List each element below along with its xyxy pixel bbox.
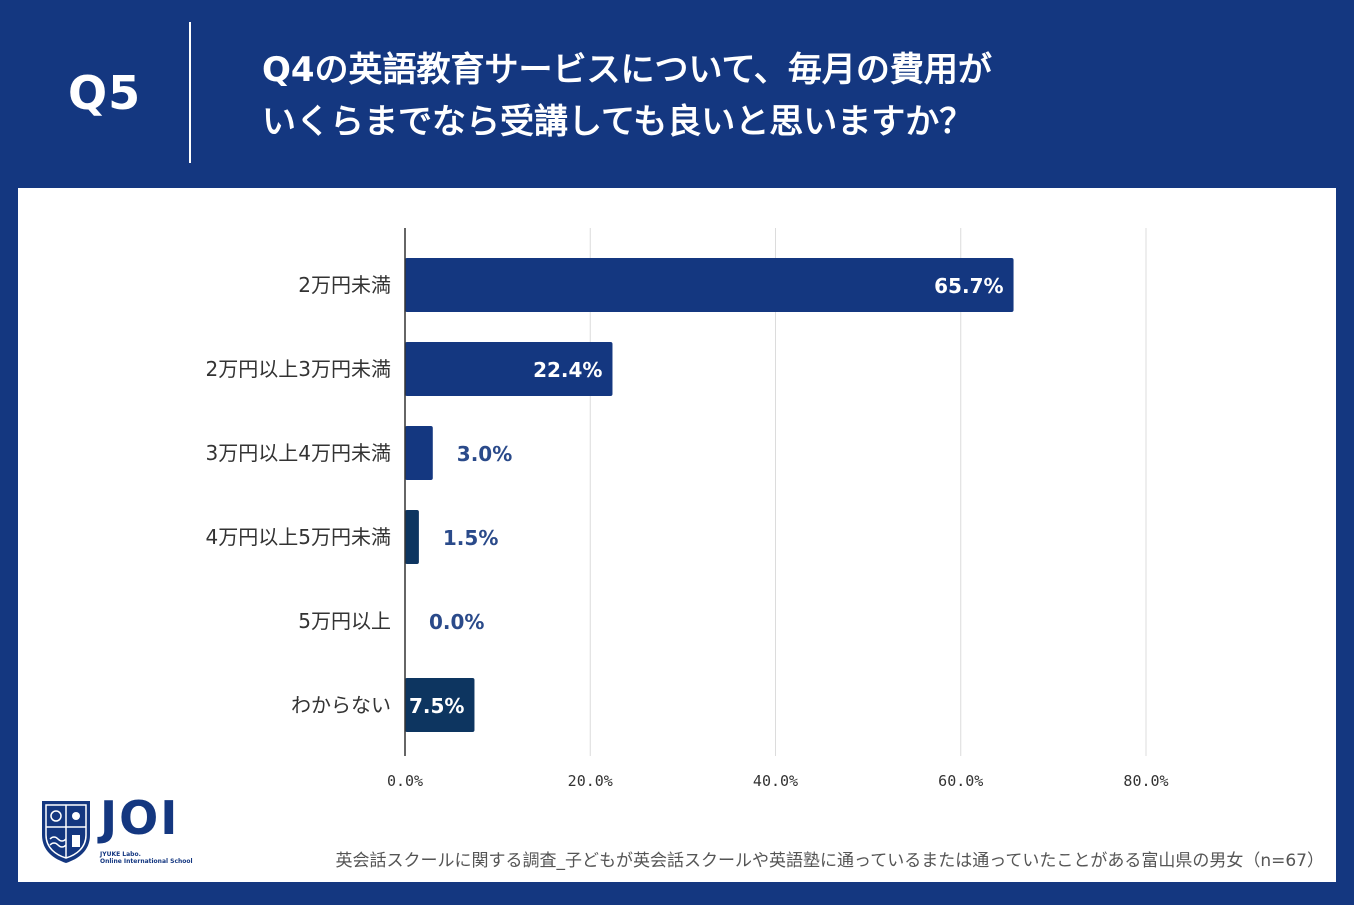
category-label: わからない <box>291 693 391 717</box>
bar-2 <box>405 426 433 480</box>
category-label: 2万円以上3万円未満 <box>206 357 391 381</box>
bar-1 <box>405 342 613 396</box>
logo-name: JOI <box>100 791 180 845</box>
question-line-2: いくらまでなら受講しても良いと思いますか？ <box>262 102 974 142</box>
data-label: 3.0% <box>457 442 512 466</box>
x-tick-label: 20.0% <box>568 772 613 788</box>
data-label: 0.0% <box>429 610 484 634</box>
footnote: 英会話スクールに関する調査_子どもが英会話スクールや英語塾に通っているまたは通っ… <box>335 851 1324 871</box>
shield-emblem-icon <box>42 801 90 863</box>
data-label: 22.4% <box>533 358 602 382</box>
header-divider <box>189 22 191 163</box>
chart-panel: 0.0% 20.0% 40.0% 60.0% 80.0% 2万円未満 65.7% 2万円以上3… <box>18 188 1336 882</box>
data-label: 1.5% <box>443 526 498 550</box>
category-label: 2万円未満 <box>298 273 391 297</box>
x-tick-label: 60.0% <box>938 772 983 788</box>
x-tick-label: 80.0% <box>1123 772 1168 788</box>
logo-subtitle-2: Online International School <box>100 858 193 865</box>
category-label: 5万円以上 <box>298 609 391 633</box>
question-line-1: Q4の英語教育サービスについて、毎月の費用が <box>262 50 992 90</box>
bar-0 <box>405 258 1014 312</box>
question-text: Q4の英語教育サービスについて、毎月の費用が いくらまでなら受講しても良いと思い… <box>262 44 1322 148</box>
category-label: 4万円以上5万円未満 <box>206 525 391 549</box>
x-tick-label: 0.0% <box>387 772 423 788</box>
bar-3 <box>405 510 419 564</box>
data-label: 65.7% <box>934 274 1003 298</box>
bar-chart: 0.0% 20.0% 40.0% 60.0% 80.0% 2万円未満 65.7% 2万円以上3… <box>206 228 1169 788</box>
logo-subtitle-1: JYUKE Labo. <box>100 851 141 858</box>
category-label: 3万円以上4万円未満 <box>206 441 391 465</box>
logo: JOI JYUKE Labo. Online International Sch… <box>38 791 208 869</box>
bar-5 <box>405 678 475 732</box>
question-number: Q5 <box>68 66 142 120</box>
x-tick-label: 40.0% <box>753 772 798 788</box>
data-label: 7.5% <box>409 694 464 718</box>
